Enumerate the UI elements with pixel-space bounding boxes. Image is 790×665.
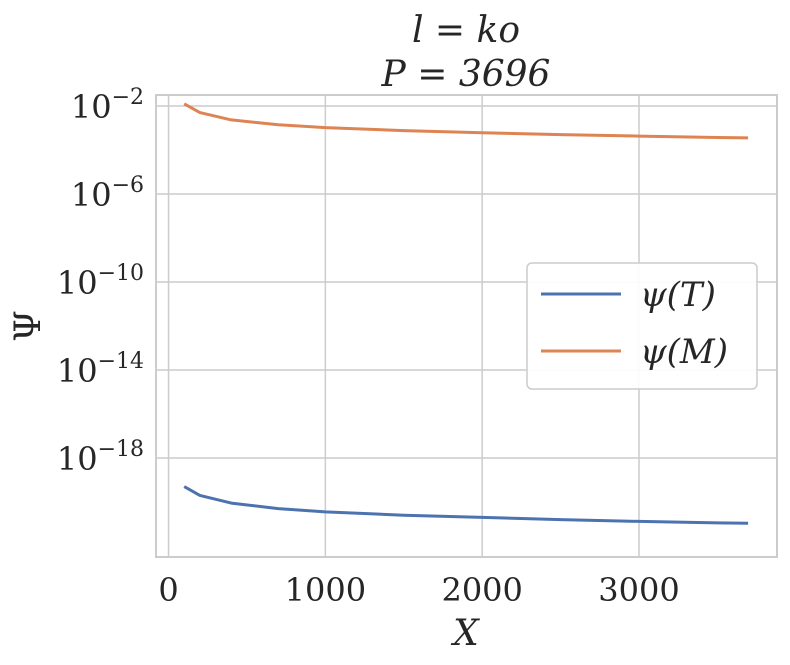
y-tick-label: 10−18 <box>57 437 144 478</box>
y-tick-labels: 10−2 10−6 10−10 10−14 10−18 <box>57 85 144 478</box>
series-line-psi-m <box>183 102 749 140</box>
y-tick-label: 10−2 <box>71 85 144 126</box>
x-tick-label: 0 <box>158 571 178 609</box>
x-tick-label: 1000 <box>285 571 366 609</box>
chart-title-line1: l = ko <box>412 10 520 51</box>
x-tick-labels: 0 1000 2000 3000 <box>158 571 679 609</box>
legend: ψ(T) ψ(M) <box>526 262 758 390</box>
chart-title-line2: P = 3696 <box>381 54 551 95</box>
x-axis-label: X <box>450 613 480 654</box>
x-tick-label: 3000 <box>598 571 679 609</box>
series-lines <box>183 102 749 525</box>
series-line-psi-t <box>183 485 749 525</box>
legend-label-psi-m: ψ(M) <box>640 332 728 372</box>
y-tick-label: 10−10 <box>57 261 144 302</box>
grid-lines <box>156 95 777 557</box>
plot-frame <box>155 94 778 558</box>
x-tick-label: 2000 <box>441 571 522 609</box>
y-tick-label: 10−6 <box>71 173 144 214</box>
legend-label-psi-t: ψ(T) <box>640 275 716 315</box>
y-tick-label: 10−14 <box>57 349 144 390</box>
y-axis-label: Ψ <box>8 310 49 342</box>
